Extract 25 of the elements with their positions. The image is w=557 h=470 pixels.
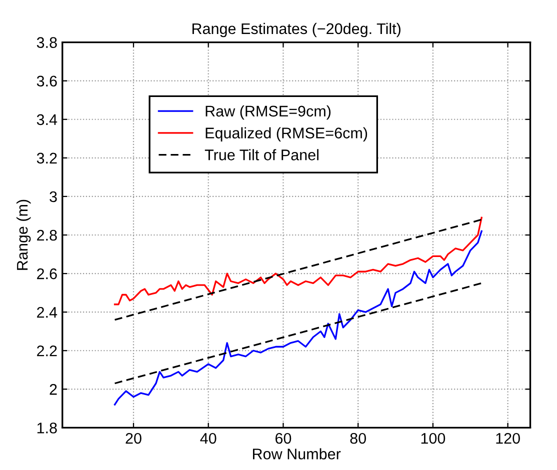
y-tick-label: 3.2 — [36, 152, 57, 164]
y-tick-label: 3.8 — [36, 37, 57, 48]
legend-label: True Tilt of Panel — [204, 149, 318, 160]
y-tick-label: 1.8 — [37, 422, 57, 434]
y-tick-label: 3 — [50, 191, 57, 202]
legend-label: Equalized (RMSE=6cm) — [206, 127, 368, 142]
x-tick-label: 20 — [126, 432, 142, 444]
y-axis-title: Range (m) — [16, 200, 31, 270]
y-tick-label: 3.6 — [36, 76, 57, 87]
y-tick-label: 3.4 — [36, 114, 58, 126]
x-tick-label: 100 — [421, 432, 446, 444]
y-tick-label: 2 — [50, 384, 57, 395]
x-tick-label: 60 — [276, 432, 292, 444]
x-axis-title: Row Number — [253, 448, 341, 460]
x-tick-label: 120 — [496, 432, 520, 444]
y-tick-label: 2.2 — [37, 345, 57, 356]
legend-label: Raw (RMSE=9cm) — [206, 105, 331, 120]
x-tick-label: 80 — [350, 432, 366, 444]
y-tick-label: 2.6 — [37, 268, 57, 280]
y-tick-label: 2.4 — [37, 306, 58, 318]
x-tick-label: 40 — [200, 432, 216, 444]
y-tick-label: 2.8 — [37, 230, 57, 241]
line-series — [114, 216, 482, 306]
line-series — [114, 230, 482, 406]
chart-title: Range Estimates (−20deg. Tilt) — [192, 22, 400, 38]
